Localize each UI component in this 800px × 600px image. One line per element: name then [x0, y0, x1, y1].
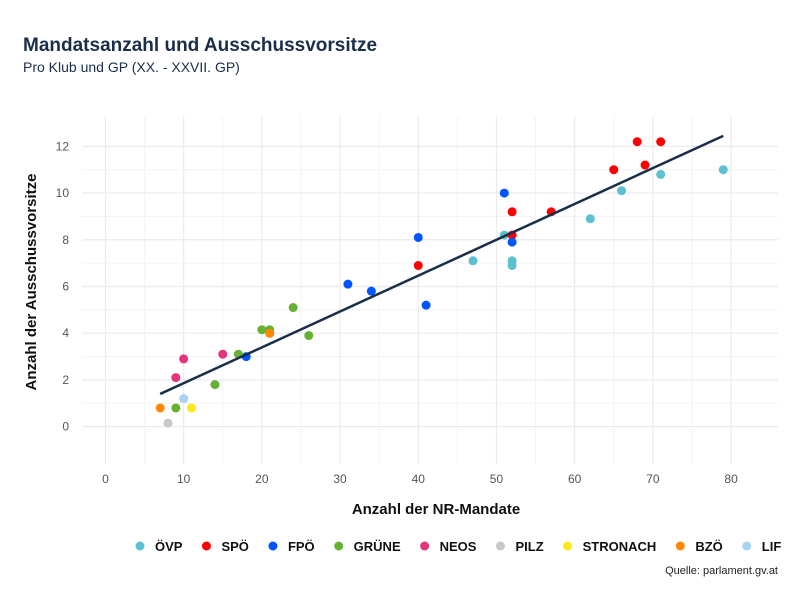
x-tick-label: 40 [412, 472, 426, 486]
data-point-spö [413, 260, 423, 270]
legend-label-fpö: FPÖ [288, 539, 315, 554]
trend-line [159, 134, 724, 396]
data-point-grüne [288, 303, 298, 313]
data-point-fpö [507, 237, 517, 247]
legend-label-övp: ÖVP [155, 539, 183, 554]
legend-marker-lif [742, 541, 752, 551]
y-tick-label: 12 [56, 139, 70, 153]
data-point-pilz [163, 418, 173, 428]
legend-marker-grüne [334, 541, 344, 551]
data-point-övp [656, 169, 666, 179]
legend-label-grüne: GRÜNE [354, 539, 401, 554]
data-point-spö [507, 207, 517, 217]
data-point-spö [609, 165, 619, 175]
legend-label-stronach: STRONACH [583, 539, 657, 554]
chart-subtitle: Pro Klub und GP (XX. - XXVII. GP) [23, 59, 240, 75]
legend-label-lif: LIF [762, 539, 782, 554]
legend-marker-övp [135, 541, 145, 551]
data-point-spö [632, 137, 642, 147]
x-tick-label: 80 [724, 472, 738, 486]
x-tick-label: 50 [490, 472, 504, 486]
legend-marker-fpö [268, 541, 278, 551]
data-point-fpö [499, 188, 509, 198]
data-point-övp [585, 214, 595, 224]
data-point-övp [507, 260, 517, 270]
data-point-fpö [413, 232, 423, 242]
legend-label-pilz: PILZ [515, 539, 543, 554]
x-tick-label: 30 [333, 472, 347, 486]
data-point-övp [468, 256, 478, 266]
data-point-grüne [210, 380, 220, 390]
data-point-spö [640, 160, 650, 170]
y-tick-label: 4 [62, 326, 69, 340]
legend-label-neos: NEOS [440, 539, 477, 554]
legend-marker-neos [420, 541, 430, 551]
legend-marker-bzö [675, 541, 685, 551]
data-point-neos [179, 354, 189, 364]
data-point-fpö [421, 300, 431, 310]
data-point-bzö [265, 328, 275, 338]
data-point-fpö [366, 286, 376, 296]
source-note: Quelle: parlament.gv.at [665, 565, 778, 577]
chart-title: Mandatsanzahl und Ausschussvorsitze [23, 35, 378, 56]
y-axis-label: Anzahl der Ausschussvorsitze [23, 173, 40, 390]
legend-marker-spö [201, 541, 211, 551]
data-point-neos [218, 349, 228, 359]
x-tick-label: 10 [177, 472, 191, 486]
x-tick-label: 60 [568, 472, 582, 486]
data-point-lif [179, 394, 189, 404]
data-point-övp [718, 165, 728, 175]
y-tick-label: 6 [62, 279, 69, 293]
x-tick-label: 70 [646, 472, 660, 486]
data-point-stronach [186, 403, 196, 413]
x-tick-label: 0 [102, 472, 109, 486]
y-tick-label: 10 [56, 186, 70, 200]
legend-label-spö: SPÖ [221, 539, 248, 554]
data-point-bzö [155, 403, 165, 413]
data-point-grüne [257, 325, 267, 335]
y-tick-label: 8 [62, 233, 69, 247]
x-tick-label: 20 [255, 472, 269, 486]
legend-label-bzö: BZÖ [695, 539, 722, 554]
data-point-övp [617, 186, 627, 196]
data-point-grüne [304, 331, 314, 341]
data-point-neos [171, 373, 181, 383]
x-axis-label: Anzahl der NR-Mandate [352, 501, 520, 518]
y-tick-label: 2 [62, 373, 69, 387]
data-point-grüne [171, 403, 181, 413]
legend-marker-pilz [495, 541, 505, 551]
data-point-fpö [343, 279, 353, 289]
legend-marker-stronach [563, 541, 573, 551]
y-tick-label: 0 [62, 420, 69, 434]
data-point-spö [656, 137, 666, 147]
